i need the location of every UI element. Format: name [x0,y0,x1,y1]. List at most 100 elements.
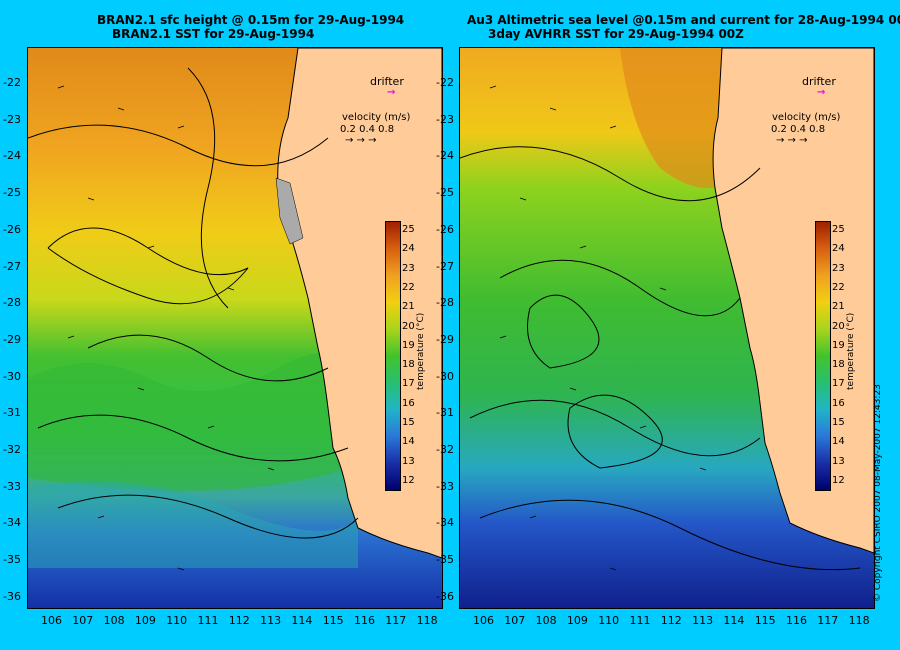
lat-tick-label: -31 [436,406,454,420]
lon-tick-label: 118 [848,614,870,627]
lat-tick-label: -24 [3,149,21,163]
lon-tick-label: 115 [754,614,776,627]
right-velocity-title: velocity (m/s) [772,112,841,123]
left-velocity-title: velocity (m/s) [342,112,411,123]
right-colorbar-title: temperature (°C) [846,312,856,390]
lat-tick-label: -24 [436,149,454,163]
lon-tick-label: 108 [103,614,125,627]
lat-tick-label: -33 [436,479,454,493]
lon-tick-label: 108 [535,614,557,627]
colorbar-label: 18 [402,359,415,371]
left-drifter-label: drifter [370,75,404,88]
lon-tick-label: 107 [504,614,526,627]
colorbar-label: 13 [832,455,845,467]
right-velocity-arrows: → → → [776,135,808,146]
lat-tick-label: -31 [3,406,21,420]
colorbar-label: 20 [402,320,415,332]
colorbar-label: 22 [402,281,415,293]
lat-tick-label: -30 [3,369,21,383]
left-colorbar-title: temperature (°C) [416,312,426,390]
colorbar-label: 18 [832,359,845,371]
lat-tick-label: -33 [3,479,21,493]
lon-tick-label: 110 [166,614,188,627]
colorbar-label: 22 [832,281,845,293]
left-title-line2: BRAN2.1 SST for 29-Aug-1994 [112,27,315,41]
lon-tick-label: 114 [291,614,313,627]
lon-tick-label: 118 [416,614,438,627]
left-velocity-arrows: → → → [345,135,377,146]
left-temperature-colorbar [385,221,401,491]
lat-tick-label: -34 [3,516,21,530]
lat-tick-label: -22 [3,76,21,89]
lon-tick-label: 111 [629,614,651,627]
lat-tick-label: -36 [3,589,21,603]
left-title-line1: BRAN2.1 sfc height @ 0.15m for 29-Aug-19… [97,13,405,27]
lat-tick-label: -25 [3,186,21,200]
colorbar-label: 19 [832,339,845,351]
lat-tick-label: -35 [3,553,21,567]
colorbar-label: 15 [402,417,415,428]
lat-tick-label: -32 [436,443,454,456]
colorbar-label: 13 [402,455,415,467]
lat-tick-label: -27 [436,259,454,273]
colorbar-label: 16 [402,397,415,409]
lon-tick-label: 115 [322,614,344,627]
colorbar-label: 19 [402,339,415,351]
lat-tick-label: -35 [436,553,454,567]
lon-tick-label: 107 [72,614,94,627]
right-drifter-icon: → [817,87,826,98]
lon-tick-label: 110 [598,614,620,627]
copyright-notice: © Copyright CSIRO 2007 08-May-2007 12:43… [873,384,883,602]
colorbar-label: 14 [402,436,415,448]
lon-tick-label: 109 [134,614,156,627]
lat-tick-label: -34 [436,516,454,530]
lat-tick-label: -32 [3,443,21,456]
colorbar-label: 20 [832,320,845,332]
lon-tick-label: 117 [817,614,839,627]
lon-tick-label: 114 [723,614,745,627]
colorbar-label: 25 [832,224,845,235]
lat-tick-label: -23 [3,112,21,126]
lat-tick-label: -22 [436,76,454,89]
colorbar-label: 12 [402,474,415,486]
left-drifter-icon: → [387,87,396,98]
right-map-panel[interactable] [459,47,875,609]
lat-tick-label: -26 [436,222,454,236]
lat-tick-label: -30 [436,369,454,383]
right-drifter-label: drifter [802,75,836,88]
lon-tick-label: 106 [473,614,494,627]
lat-tick-label: -36 [436,589,454,603]
lon-tick-label: 112 [228,614,250,627]
right-temperature-colorbar [815,221,831,491]
colorbar-label: 16 [832,397,845,409]
lon-tick-label: 113 [260,614,282,627]
right-title-line2: 3day AVHRR SST for 29-Aug-1994 00Z [488,27,744,41]
lon-tick-label: 106 [41,614,62,627]
colorbar-label: 21 [402,301,415,313]
lat-tick-label: -28 [436,296,454,310]
colorbar-label: 17 [402,378,415,390]
lon-tick-label: 113 [692,614,714,627]
lon-tick-label: 117 [385,614,407,627]
right-velocity-scale: 0.2 0.4 0.8 [771,124,826,135]
colorbar-label: 24 [402,243,415,255]
lon-tick-label: 116 [354,614,375,627]
colorbar-label: 14 [832,436,845,448]
colorbar-label: 15 [832,417,845,428]
lat-tick-label: -23 [436,112,454,126]
left-velocity-scale: 0.2 0.4 0.8 [340,124,395,135]
lat-tick-label: -26 [3,222,21,236]
lat-tick-label: -29 [436,332,454,346]
colorbar-label: 21 [832,301,845,313]
colorbar-label: 17 [832,378,845,390]
colorbar-label: 25 [402,224,415,235]
lon-tick-label: 111 [197,614,219,627]
right-sst-map [460,48,874,608]
colorbar-label: 12 [832,474,845,486]
lon-tick-label: 116 [786,614,807,627]
colorbar-label: 24 [832,243,845,255]
lon-tick-label: 112 [660,614,682,627]
colorbar-label: 23 [402,262,415,274]
lon-tick-label: 109 [566,614,588,627]
lat-tick-label: -29 [3,332,21,346]
